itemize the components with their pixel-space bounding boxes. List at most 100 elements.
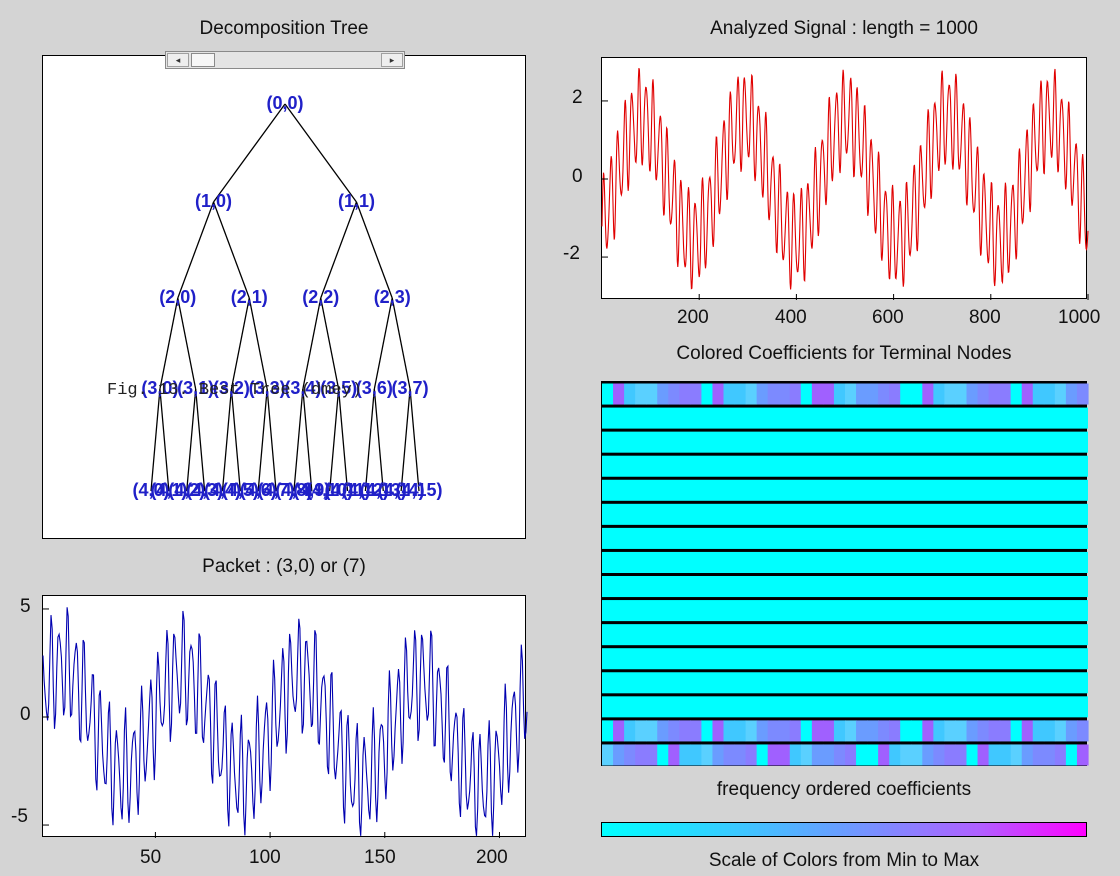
- slider-thumb[interactable]: [191, 53, 215, 67]
- coefficient-cell: [1076, 383, 1089, 405]
- tree-edge: [221, 388, 233, 492]
- coefficient-cell: [977, 720, 990, 742]
- coefficient-cell: [778, 720, 791, 742]
- tree-node-label[interactable]: (1,1): [338, 191, 375, 211]
- coefficient-cell: [756, 383, 769, 405]
- coeffs-title: Colored Coefficients for Terminal Nodes: [676, 343, 1012, 364]
- tree-node-label[interactable]: (2,1): [231, 287, 268, 307]
- tree-node-label[interactable]: (4,12): [342, 480, 389, 500]
- tree-node-label[interactable]: (4,7): [258, 480, 295, 500]
- tree-edge: [230, 297, 250, 390]
- coefficient-cell: [1043, 744, 1056, 766]
- coefficient-cell: [856, 383, 868, 405]
- coefficient-band: [602, 672, 1088, 694]
- tree-node-label[interactable]: (4,3): [186, 480, 223, 500]
- signal-xtick-200: 200: [677, 307, 709, 328]
- coefficient-cell: [822, 744, 835, 766]
- tree-node-label[interactable]: (3,4): [284, 378, 321, 398]
- tree-node-label[interactable]: (3,0): [141, 378, 178, 398]
- right-arrow-icon: ▸: [389, 55, 395, 65]
- analyzed-signal-plot[interactable]: [601, 57, 1089, 300]
- coefficient-cell: [811, 720, 824, 742]
- tree-node-label[interactable]: (4,5): [222, 480, 259, 500]
- tree-node-label[interactable]: (3,6): [356, 378, 393, 398]
- tree-edge: [266, 388, 277, 492]
- coefficient-cell: [1032, 383, 1045, 405]
- coefficient-cell: [1054, 720, 1067, 742]
- coefficient-cell: [602, 383, 614, 405]
- tree-node-label[interactable]: (2,0): [159, 287, 196, 307]
- coefficient-cell: [679, 383, 691, 405]
- tree-edge: [195, 388, 206, 492]
- tree-node-label[interactable]: (4,13): [360, 480, 407, 500]
- packet-title: Packet : (3,0) or (7): [202, 556, 366, 577]
- coefficient-cell: [712, 720, 725, 742]
- color-scale-label: Scale of Colors from Min to Max: [708, 850, 980, 871]
- coefficient-cell: [900, 720, 912, 742]
- coefficient-cell: [1010, 744, 1023, 766]
- tree-node-label[interactable]: (4,10): [306, 480, 353, 500]
- coefficient-cell: [701, 720, 714, 742]
- tree-node-label[interactable]: (4,14): [378, 480, 425, 500]
- coefficient-cell: [1076, 744, 1089, 766]
- packet-xtick-200: 200: [476, 847, 508, 868]
- coefficient-cell: [878, 383, 890, 405]
- left-arrow-icon: ◂: [175, 55, 181, 65]
- tree-node-label[interactable]: (4,2): [168, 480, 205, 500]
- coefficient-cell: [856, 720, 868, 742]
- coefficient-cell: [789, 720, 802, 742]
- slider-left-button[interactable]: ◂: [167, 53, 189, 67]
- coefficient-cell: [933, 744, 946, 766]
- signal-ytick-2: 2: [572, 87, 583, 108]
- signal-xtick-800: 800: [969, 307, 1001, 328]
- tree-node-label[interactable]: (1,0): [195, 191, 232, 211]
- coefficient-cell: [822, 383, 835, 405]
- tree-node-label[interactable]: (4,15): [395, 480, 442, 500]
- tree-edge: [284, 103, 357, 203]
- tree-edge: [177, 297, 197, 390]
- tree-node-label[interactable]: (4,8): [275, 480, 312, 500]
- tree-scroll-slider[interactable]: ◂ ▸: [165, 51, 405, 69]
- tree-edge: [329, 388, 340, 492]
- coefficient-cell: [635, 744, 647, 766]
- tree-node-label[interactable]: (3,1): [177, 378, 214, 398]
- coefficient-cell: [867, 383, 879, 405]
- coefficient-cell: [944, 383, 957, 405]
- tree-node-label[interactable]: (3,7): [392, 378, 429, 398]
- coefficient-band: [602, 624, 1088, 646]
- tree-node-label[interactable]: (0,0): [266, 93, 303, 113]
- coefficient-cell: [778, 383, 791, 405]
- coefficient-cell: [811, 744, 824, 766]
- coefficient-bands: [602, 383, 1089, 766]
- tree-node-label[interactable]: (4,11): [325, 480, 371, 500]
- coefficient-cell: [646, 383, 658, 405]
- coefficient-cell: [878, 720, 890, 742]
- tree-node-label[interactable]: (4,1): [150, 480, 187, 500]
- tree-edge: [248, 297, 268, 390]
- tree-node-label[interactable]: (2,3): [374, 287, 411, 307]
- coefficient-cell: [922, 383, 934, 405]
- colored-coefficients-panel[interactable]: [601, 381, 1089, 766]
- coefficient-cell: [690, 744, 703, 766]
- coefficient-cell: [778, 744, 791, 766]
- coefficient-cell: [668, 383, 680, 405]
- tree-node-label[interactable]: (4,0): [132, 480, 169, 500]
- tree-node-label[interactable]: (4,4): [204, 480, 241, 500]
- tree-node-label[interactable]: (4,6): [240, 480, 277, 500]
- signal-xtick-400: 400: [775, 307, 807, 328]
- coefficient-cell: [900, 383, 912, 405]
- coefficient-cell: [955, 383, 968, 405]
- tree-node-label[interactable]: (4,9): [293, 480, 330, 500]
- tree-edge: [355, 201, 393, 299]
- tree-node-label[interactable]: (3,5): [320, 378, 357, 398]
- packet-plot[interactable]: [42, 595, 528, 838]
- tree-node-label[interactable]: (3,3): [249, 378, 286, 398]
- coefficient-cell: [889, 720, 901, 742]
- slider-right-button[interactable]: ▸: [381, 53, 403, 67]
- decomposition-tree-panel[interactable]: (0,0) (1,0) (1,1) (2,0) (2,1) (2,2) (2,3) (3,0)…: [42, 55, 526, 539]
- tree-node-label[interactable]: (2,2): [302, 287, 339, 307]
- tree-node-label[interactable]: (3,2): [213, 378, 250, 398]
- coefficient-cell: [723, 383, 736, 405]
- coefficient-cell: [668, 720, 680, 742]
- coefficient-cell: [1021, 744, 1034, 766]
